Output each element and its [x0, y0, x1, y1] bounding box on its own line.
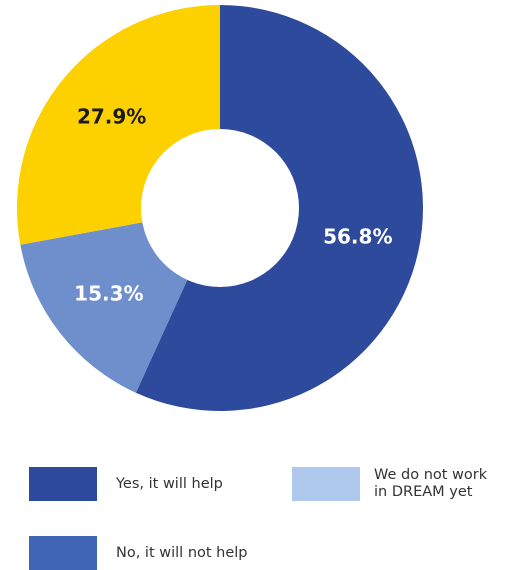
- slice-value-label-we-do-not-work-in-dream-yet: 27.9%: [77, 104, 146, 128]
- slice-value-label-yes-it-will-help: 56.8%: [323, 224, 392, 248]
- donut-hole: [141, 129, 299, 287]
- slice-labels: 56.8% 15.3% 27.9%: [74, 104, 392, 305]
- slice-value-label-no-it-will-not-help: 15.3%: [74, 281, 143, 305]
